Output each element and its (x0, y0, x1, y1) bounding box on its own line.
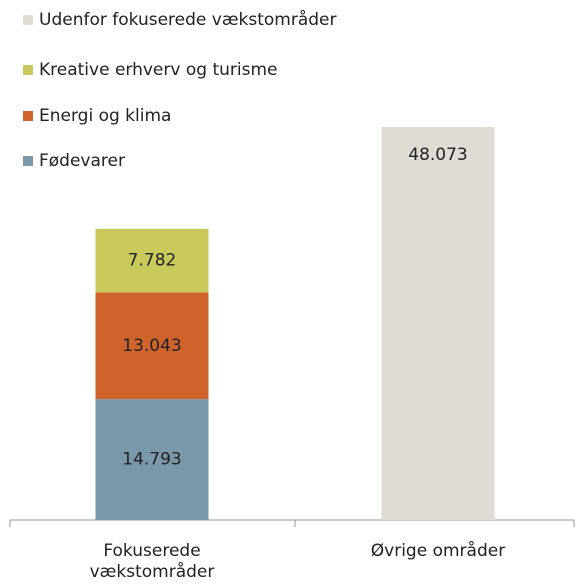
legend-swatch (23, 111, 33, 121)
legend-label: Fødevarer (39, 151, 125, 171)
bar-segment (95, 228, 209, 293)
bar-segment (95, 399, 209, 520)
value-label: 14.793 (122, 450, 181, 470)
legend-swatch (23, 156, 33, 166)
value-label: 7.782 (128, 251, 177, 271)
bar-segment (95, 292, 209, 400)
x-tick-label: Øvrige områder (370, 541, 506, 561)
legend-label: Kreative erhverv og turisme (39, 60, 277, 80)
legend-label: Udenfor fokuserede vækstområder (39, 9, 337, 30)
value-label: 48.073 (408, 145, 467, 165)
legend-swatch (23, 65, 33, 75)
x-tick-label: Fokuserede vækstområder (89, 541, 215, 582)
value-label: 13.043 (122, 336, 181, 356)
bar-segment (381, 127, 495, 520)
legend-swatch (23, 15, 33, 25)
legend-label: Energi og klima (39, 106, 171, 126)
